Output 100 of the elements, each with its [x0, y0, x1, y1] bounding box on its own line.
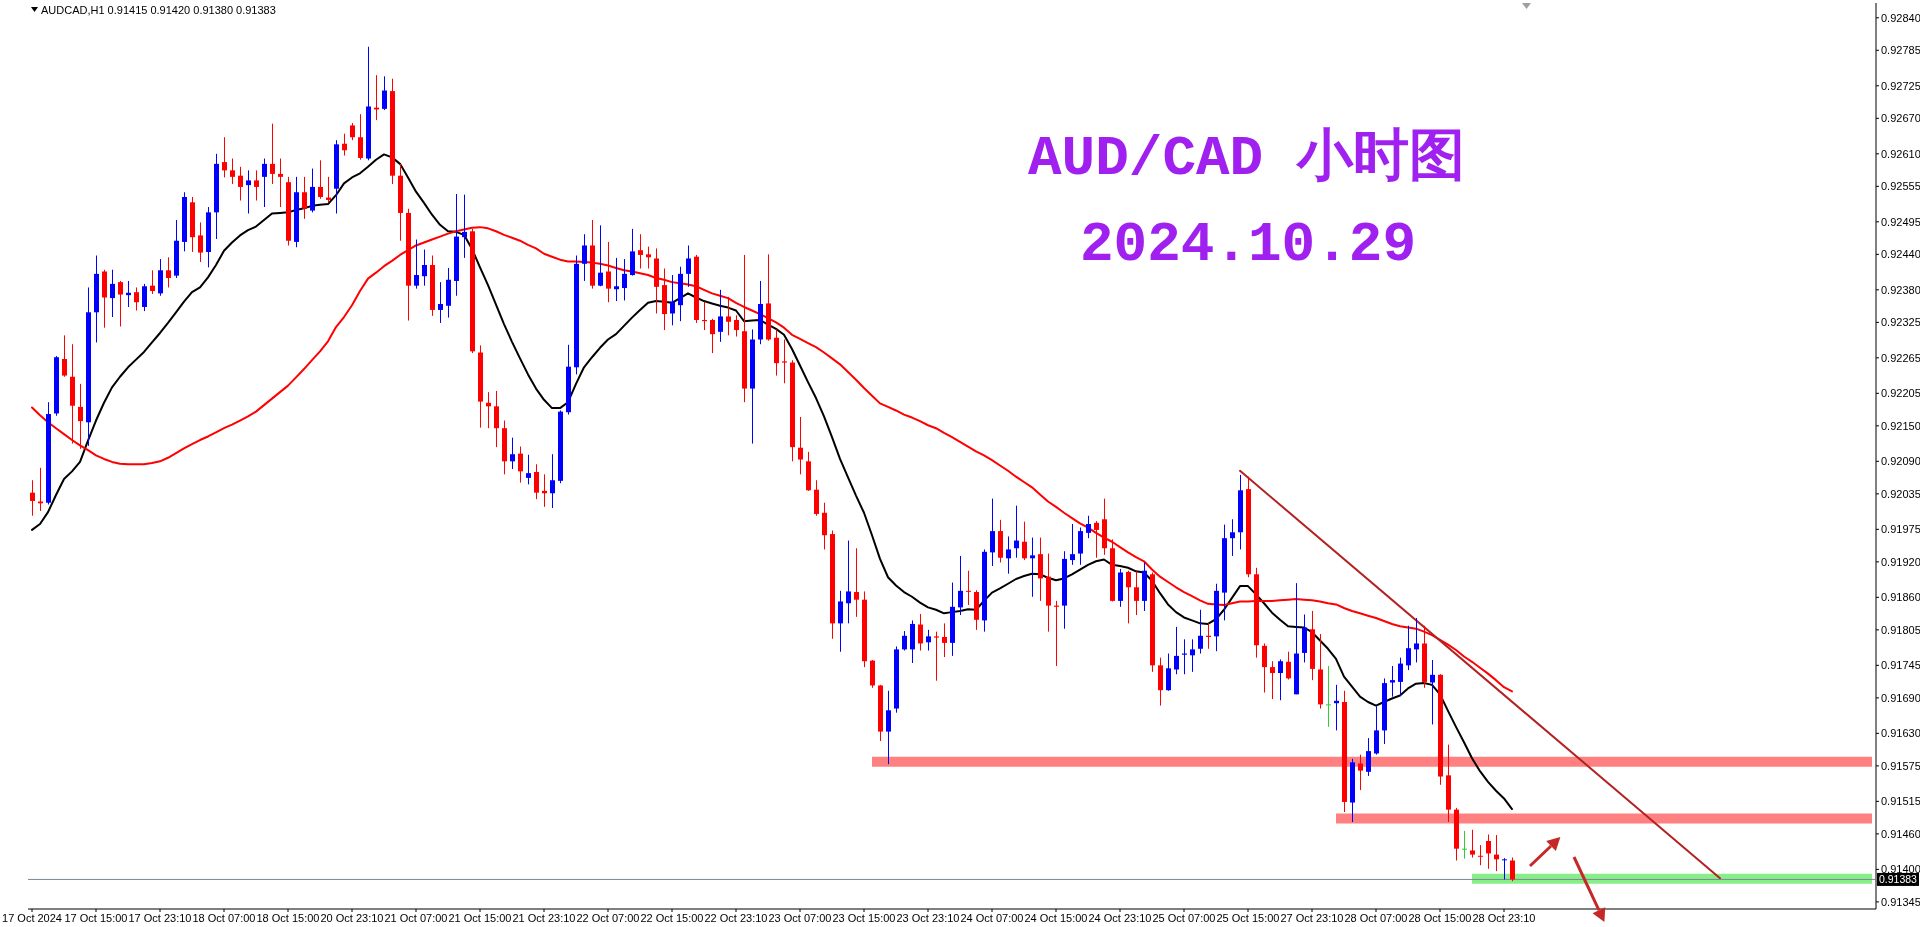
- candlestick: [166, 256, 171, 288]
- candlestick: [1374, 705, 1379, 756]
- candlestick: [918, 613, 923, 652]
- candlestick: [110, 269, 115, 318]
- y-tick-label: 0.92205: [1881, 387, 1920, 400]
- candlestick: [1406, 625, 1411, 671]
- candlestick: [278, 158, 283, 208]
- candlestick: [270, 123, 275, 185]
- candlestick: [1070, 523, 1075, 566]
- candlestick: [1094, 520, 1099, 559]
- y-tick-label: 0.92725: [1881, 79, 1920, 92]
- candlestick: [966, 570, 971, 606]
- candlestick: [1510, 857, 1515, 882]
- x-tick-label: 23 Oct 23:10: [896, 911, 960, 924]
- candlestick: [150, 269, 155, 295]
- x-tick-label: 17 Oct 2024: [2, 911, 62, 924]
- candlestick: [1270, 660, 1275, 700]
- candlestick: [1174, 626, 1179, 675]
- candlestick: [822, 502, 827, 550]
- candlestick: [782, 339, 787, 384]
- candlestick: [78, 383, 83, 450]
- y-tick-label: 0.92495: [1881, 215, 1920, 228]
- annotation: AUDCAD,H1 0.91415 0.91420 0.91380 0.91383: [41, 4, 276, 17]
- candlestick: [1358, 754, 1363, 791]
- y-tick-label: 0.92785: [1881, 44, 1920, 57]
- x-tick-label: 20 Oct 23:10: [320, 911, 384, 924]
- candlestick: [798, 416, 803, 475]
- x-tick-label: 21 Oct 07:00: [384, 911, 448, 924]
- candlestick: [1278, 658, 1283, 701]
- candlestick: [230, 158, 235, 185]
- x-tick-label: 21 Oct 23:10: [512, 911, 576, 924]
- x-tick-label: 18 Oct 15:00: [256, 911, 320, 924]
- x-tick-label: 23 Oct 07:00: [768, 911, 832, 924]
- x-tick-label: 25 Oct 15:00: [1216, 911, 1280, 924]
- y-tick-label: 0.92440: [1881, 248, 1920, 261]
- candlestick: [734, 314, 739, 338]
- candlestick: [1262, 642, 1267, 694]
- x-tick-label: 22 Oct 15:00: [640, 911, 704, 924]
- y-tick-label: 0.91920: [1881, 555, 1920, 568]
- ref-line-label: 0.91383: [1879, 873, 1918, 886]
- candlestick: [1486, 833, 1491, 870]
- text: AUD/CAD 小时图: [1027, 127, 1465, 191]
- candlestick: [854, 547, 859, 618]
- candlestick: [1366, 737, 1371, 777]
- candlestick: [1126, 570, 1131, 624]
- candlestick: [30, 479, 35, 517]
- candlestick: [1414, 617, 1419, 663]
- candlestick: [1478, 844, 1483, 866]
- candlestick: [414, 239, 419, 290]
- y-tick-label: 0.92090: [1881, 455, 1920, 468]
- candlestick: [358, 113, 363, 161]
- candlestick: [318, 159, 323, 200]
- candlestick: [1390, 665, 1395, 698]
- x-tick-label: 24 Oct 23:10: [1088, 911, 1152, 924]
- candlestick: [422, 249, 427, 287]
- candlestick: [1430, 659, 1435, 725]
- x-tick-label: 25 Oct 07:00: [1152, 911, 1216, 924]
- candlestick: [494, 390, 499, 448]
- y-tick-label: 0.92555: [1881, 180, 1920, 193]
- y-tick-label: 0.92840: [1881, 11, 1920, 24]
- candlestick: [1398, 657, 1403, 697]
- candlestick: [510, 437, 515, 470]
- candlestick: [238, 166, 243, 202]
- candlestick: [726, 296, 731, 336]
- y-tick-label: 0.92610: [1881, 147, 1920, 160]
- candlestick: [718, 289, 723, 343]
- candlestick: [710, 318, 715, 354]
- y-tick-label: 0.91745: [1881, 659, 1920, 672]
- candlestick: [846, 540, 851, 624]
- candlestick: [134, 286, 139, 312]
- candlestick: [222, 136, 227, 178]
- candlestick: [1198, 609, 1203, 655]
- y-tick-label: 0.91400: [1881, 863, 1920, 876]
- candlestick: [438, 281, 443, 324]
- x-tick-label: 17 Oct 23:10: [128, 911, 192, 924]
- candlestick: [1030, 537, 1035, 598]
- candlestick: [990, 498, 995, 567]
- text: 2024.10.29: [1079, 213, 1417, 277]
- candlestick: [838, 590, 843, 653]
- candlestick: [462, 194, 467, 259]
- candlestick: [142, 283, 147, 312]
- x-tick-label: 24 Oct 07:00: [960, 911, 1024, 924]
- y-tick-label: 0.91690: [1881, 691, 1920, 704]
- candlestick: [118, 280, 123, 327]
- x-tick-label: 24 Oct 15:00: [1024, 911, 1088, 924]
- candlestick: [598, 224, 603, 287]
- candlestick: [1190, 638, 1195, 673]
- candlestick: [926, 629, 931, 652]
- candlestick: [614, 257, 619, 302]
- candlestick: [310, 168, 315, 213]
- candlestick: [1086, 515, 1091, 539]
- x-tick-label: 28 Oct 23:10: [1472, 911, 1536, 924]
- candlestick: [622, 258, 627, 301]
- candlestick: [526, 454, 531, 485]
- y-tick-label: 0.91975: [1881, 523, 1920, 536]
- y-tick-label: 0.92035: [1881, 487, 1920, 500]
- candlestick: [262, 158, 267, 208]
- candlestick: [382, 75, 387, 111]
- x-tick-label: 22 Oct 07:00: [576, 911, 640, 924]
- candlestick: [1326, 665, 1331, 728]
